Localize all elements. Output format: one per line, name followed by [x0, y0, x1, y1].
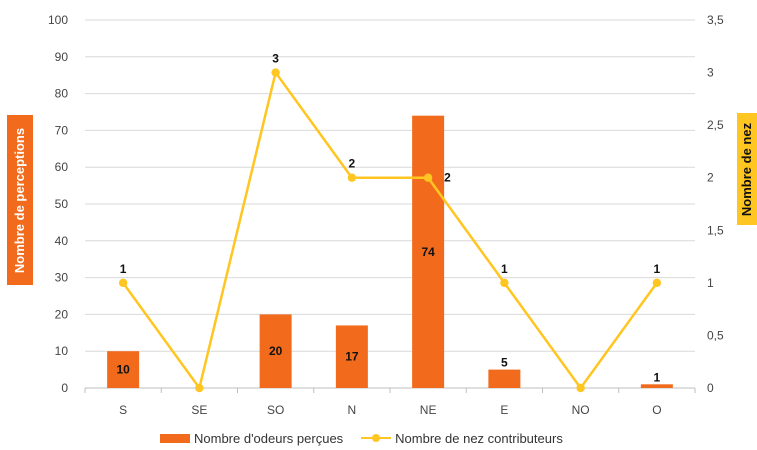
x-tick-label: SO	[267, 403, 284, 417]
line-point	[195, 383, 204, 393]
y2-axis-title-text: Nombre de nez	[739, 122, 755, 216]
legend-line-swatch	[361, 433, 392, 443]
line-point	[347, 173, 357, 182]
line-data-label: 1	[654, 262, 661, 276]
y2-tick-label: 2,5	[707, 118, 724, 132]
bar	[412, 115, 445, 389]
bar-data-label: 10	[116, 363, 130, 377]
y-tick-label: 100	[48, 13, 68, 27]
y-tick-label: 40	[55, 234, 69, 248]
line-point	[576, 383, 585, 393]
line-path	[122, 71, 658, 390]
legend-line-label: Nombre de nez contributeurs	[395, 430, 563, 446]
y2-tick-label: 1	[707, 276, 714, 290]
y2-axis-title: Nombre de nez	[737, 113, 757, 225]
line-series	[118, 68, 662, 393]
y2-tick-label: 3,5	[707, 13, 724, 27]
bar-data-label: 17	[345, 350, 359, 364]
y-tick-label: 30	[55, 271, 69, 285]
line-point	[118, 278, 128, 288]
bar-data-label: 5	[501, 356, 508, 370]
y-tick-label: 80	[55, 87, 69, 101]
y-tick-label: 20	[55, 307, 69, 321]
y2-tick-label: 1,5	[707, 223, 724, 237]
line-data-label: 1	[501, 262, 508, 276]
line-point	[271, 68, 280, 77]
legend-item-line: Nombre de nez contributeurs	[361, 431, 563, 446]
line-point	[652, 278, 662, 288]
line-point	[423, 173, 433, 182]
x-tick-label: NO	[572, 403, 590, 417]
bar	[107, 351, 140, 388]
left-axis-ticks: 0 10 20 30 40 50 60 70 80 90 100	[48, 13, 68, 395]
x-tick-label: SE	[191, 403, 207, 417]
bar	[640, 384, 673, 388]
x-axis-ticks: S SE SO N NE E NO O	[84, 388, 696, 417]
bar-data-label: 1	[654, 370, 661, 384]
bar-series	[107, 115, 673, 389]
x-tick-label: E	[500, 403, 508, 417]
legend-bar-label: Nombre d'odeurs perçues	[194, 430, 344, 446]
x-tick-label: NE	[420, 403, 437, 417]
line-point	[500, 278, 509, 288]
y-tick-label: 90	[55, 50, 69, 64]
bar-data-label: 20	[269, 344, 283, 358]
line-data-label: 2	[444, 171, 451, 185]
y-tick-label: 60	[55, 160, 69, 174]
right-axis-ticks: 0 0,5 1 1,5 2 2,5 3 3,5	[707, 13, 724, 395]
legend-item-bars: Nombre d'odeurs perçues	[160, 431, 343, 446]
line-data-label: 1	[120, 262, 127, 276]
bar	[259, 314, 292, 388]
line-data-label: 2	[349, 157, 356, 171]
bar	[488, 369, 521, 388]
y-tick-label: 50	[55, 197, 69, 211]
legend-bar-swatch	[160, 433, 190, 443]
y-axis-title: Nombre de perceptions	[7, 115, 33, 285]
y-axis-title-text: Nombre de perceptions	[12, 127, 28, 273]
y-tick-label: 70	[55, 123, 69, 137]
y-tick-label: 10	[55, 344, 69, 358]
y-tick-label: 0	[61, 381, 68, 395]
legend: Nombre d'odeurs perçues Nombre de nez co…	[160, 428, 567, 448]
x-tick-label: N	[348, 403, 357, 417]
line-data-label: 3	[272, 52, 279, 66]
gridlines	[85, 19, 695, 389]
data-labels: 10 20 17 74 5 1 1 3 2 2 1 1	[116, 52, 660, 385]
bar-data-label: 74	[421, 245, 435, 259]
bar	[335, 325, 368, 388]
x-tick-label: O	[652, 403, 661, 417]
y2-tick-label: 2	[707, 171, 714, 185]
y2-tick-label: 3	[707, 66, 714, 80]
x-tick-label: S	[119, 403, 127, 417]
y2-tick-label: 0	[707, 381, 714, 395]
y2-tick-label: 0,5	[707, 328, 724, 342]
